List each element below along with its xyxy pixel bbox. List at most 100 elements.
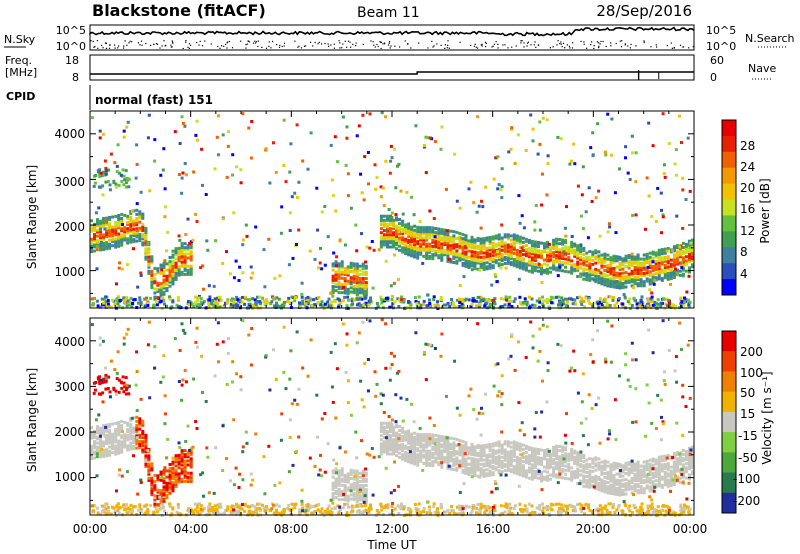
heatmap-cell — [343, 283, 347, 287]
heatmap-cell — [407, 437, 411, 441]
heatmap-cell — [100, 297, 104, 301]
heatmap-cell — [357, 124, 361, 128]
heatmap-cell — [329, 143, 333, 147]
heatmap-cell — [555, 256, 559, 260]
noise-search-point — [569, 47, 571, 49]
heatmap-cell — [524, 252, 528, 256]
heatmap-cell — [581, 227, 585, 231]
heatmap-cell — [524, 244, 528, 247]
heatmap-cell — [565, 205, 568, 209]
heatmap-cell — [364, 289, 368, 293]
heatmap-cell — [150, 271, 154, 275]
heatmap-cell — [153, 484, 157, 488]
heatmap-cell — [93, 429, 96, 433]
heatmap-cell — [407, 253, 411, 257]
heatmap-cell — [117, 171, 121, 175]
heatmap-cell — [600, 464, 604, 468]
heatmap-cell — [99, 248, 103, 252]
heatmap-cell — [672, 265, 676, 269]
heatmap-cell — [168, 280, 172, 284]
heatmap-cell — [570, 458, 574, 462]
heatmap-cell — [552, 474, 556, 478]
heatmap-cell — [126, 448, 130, 452]
heatmap-cell — [431, 234, 435, 238]
noise-search-point — [549, 47, 551, 49]
heatmap-cell — [195, 119, 199, 123]
heatmap-cell — [352, 289, 356, 292]
heatmap-cell — [352, 284, 356, 288]
heatmap-cell — [627, 266, 631, 270]
heatmap-cell — [521, 244, 525, 248]
heatmap-cell — [230, 298, 234, 302]
heatmap-cell — [177, 251, 181, 254]
heatmap-cell — [168, 477, 172, 481]
heatmap-cell — [147, 255, 151, 259]
heatmap-cell — [98, 173, 102, 177]
heatmap-cell — [407, 245, 411, 249]
heatmap-cell — [177, 259, 181, 263]
heatmap-cell — [90, 297, 94, 301]
heatmap-cell — [582, 460, 586, 464]
heatmap-cell — [473, 246, 477, 250]
heatmap-cell — [552, 452, 556, 455]
heatmap-cell — [648, 255, 652, 259]
heatmap-cell — [115, 164, 119, 168]
heatmap-cell — [558, 455, 562, 459]
heatmap-cell — [352, 496, 356, 499]
heatmap-cell — [460, 297, 464, 301]
heatmap-cell — [618, 167, 621, 171]
noise-search-point — [321, 43, 323, 45]
heatmap-cell — [576, 475, 580, 479]
heatmap-cell — [108, 441, 112, 445]
heatmap-cell — [444, 303, 448, 307]
heatmap-cell — [470, 449, 474, 452]
heatmap-cell — [633, 276, 637, 280]
heatmap-cell — [254, 225, 258, 229]
heatmap-cell — [436, 304, 440, 308]
heatmap-cell — [117, 266, 121, 270]
heatmap-cell — [334, 278, 338, 282]
heatmap-cell — [503, 448, 507, 452]
noise-search-point — [538, 44, 540, 46]
heatmap-cell — [518, 241, 522, 245]
heatmap-cell — [533, 254, 537, 258]
heatmap-cell — [379, 446, 383, 450]
heatmap-cell — [503, 469, 507, 472]
heatmap-cell — [624, 281, 628, 285]
heatmap-cell — [564, 257, 568, 261]
heatmap-cell — [337, 303, 341, 307]
heatmap-cell — [174, 480, 178, 484]
heatmap-cell — [92, 184, 96, 188]
heatmap-cell — [111, 238, 115, 241]
heatmap-cell — [673, 304, 677, 308]
heatmap-cell — [503, 456, 507, 460]
heatmap-cell — [648, 264, 652, 267]
heatmap-cell — [153, 291, 157, 295]
noise-search-point — [201, 45, 204, 47]
heatmap-cell — [509, 455, 513, 459]
heatmap-cell — [473, 256, 477, 260]
heatmap-cell — [419, 443, 423, 447]
heatmap-cell — [99, 455, 103, 459]
heatmap-cell — [573, 248, 577, 252]
heatmap-cell — [177, 253, 181, 257]
heatmap-cell — [506, 243, 510, 247]
heatmap-cell — [138, 212, 142, 216]
heatmap-cell — [120, 436, 124, 440]
noise-search-point — [418, 42, 420, 44]
noise-search-point — [610, 42, 612, 44]
heatmap-cell — [455, 458, 459, 462]
heatmap-cell — [390, 216, 394, 219]
heatmap-cell — [306, 298, 310, 302]
heatmap-cell — [382, 430, 386, 433]
noise-search-point — [380, 41, 382, 43]
heatmap-cell — [509, 468, 513, 472]
heatmap-cell — [123, 234, 127, 238]
heatmap-cell — [389, 430, 392, 433]
heatmap-cell — [681, 274, 685, 278]
heatmap-cell — [552, 251, 556, 255]
heatmap-cell — [389, 231, 392, 235]
heatmap-cell — [555, 241, 559, 245]
heatmap-cell — [425, 228, 429, 232]
heatmap-cell — [578, 295, 582, 299]
